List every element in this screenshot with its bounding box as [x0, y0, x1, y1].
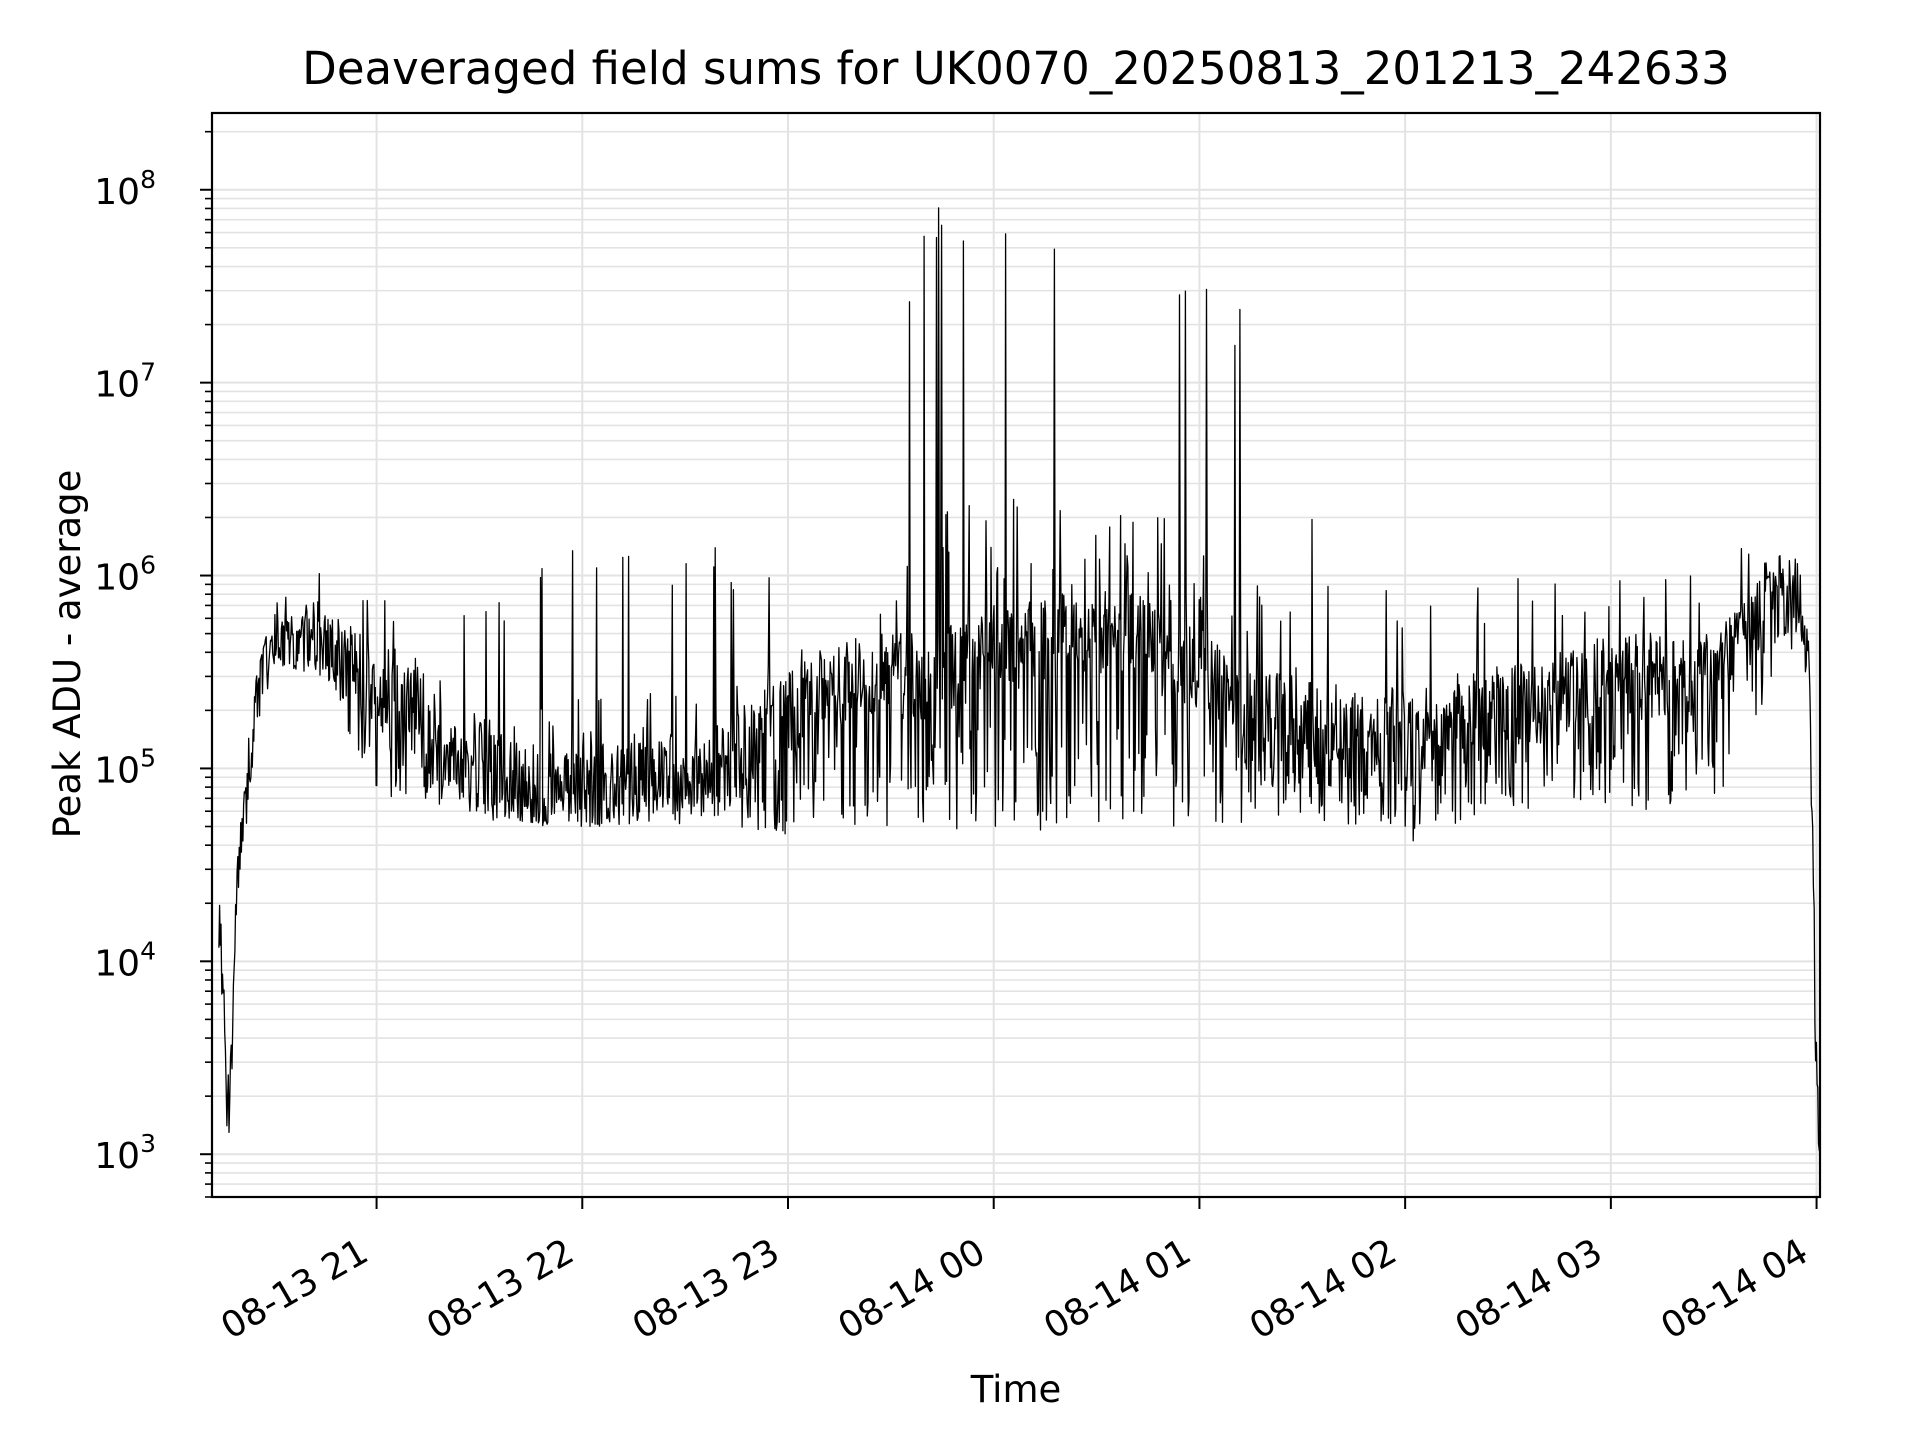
x-axis-label: Time	[970, 1368, 1062, 1411]
chart-title: Deaveraged field sums for UK0070_2025081…	[302, 42, 1730, 95]
series-line	[218, 207, 1821, 1152]
series-layer	[218, 207, 1821, 1152]
plot-frame	[210, 111, 1822, 1199]
y-axis-label: Peak ADU - average	[46, 470, 89, 839]
y-tick-label: 107	[94, 358, 156, 406]
y-tick-label: 108	[94, 165, 156, 213]
